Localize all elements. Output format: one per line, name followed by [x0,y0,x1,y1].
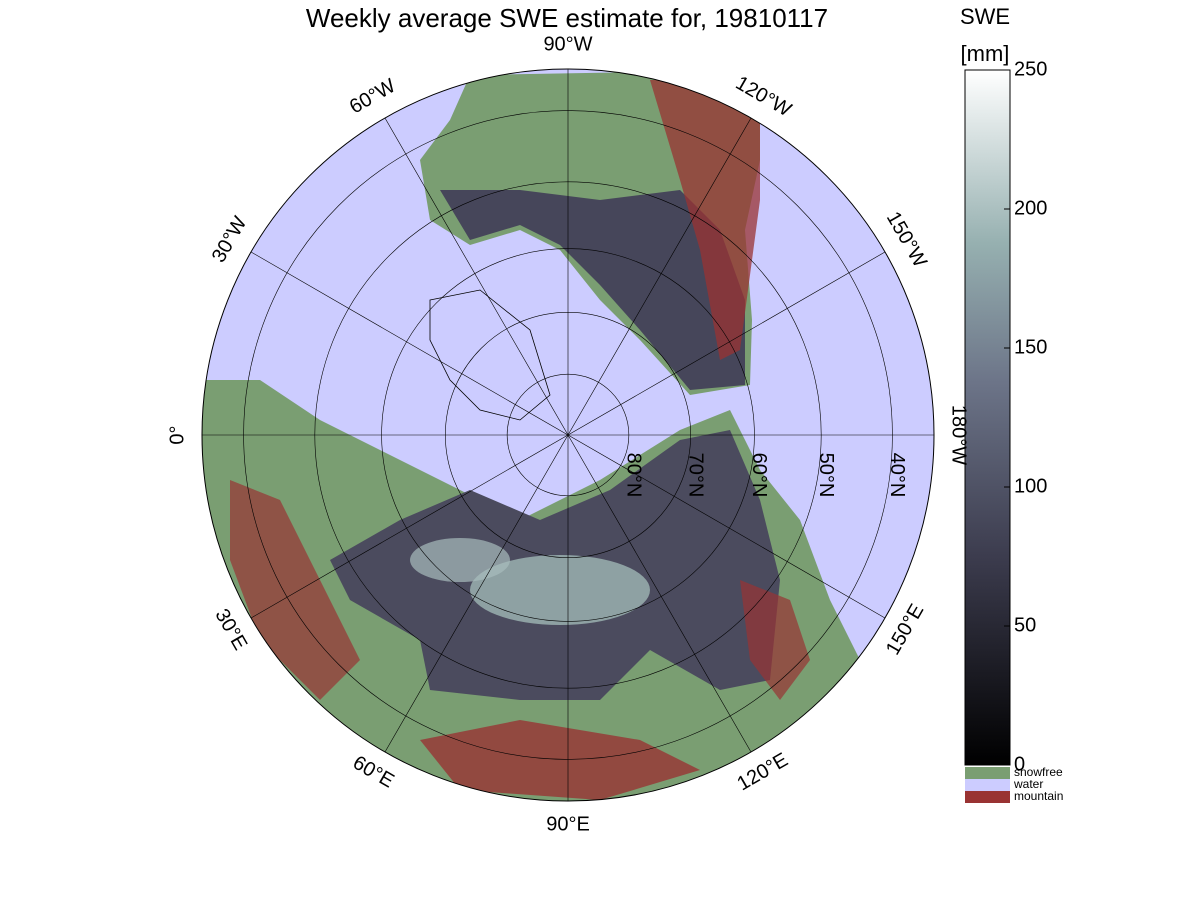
meridian-label: 60°W [346,75,400,119]
greenland [429,289,551,421]
colorbar-tick-label: 0 [1014,753,1025,775]
meridian-label: 90°W [543,33,592,55]
parallel [243,110,893,760]
parallel-label: 60°N [748,453,770,498]
mountain-europe [230,480,360,700]
meridian-label: 30°E [210,605,251,654]
meridian-label: 0° [166,425,188,444]
meridian-label: 90°E [546,813,590,835]
parallel [314,181,822,689]
parallel-label: 40°N [886,453,908,498]
snow-north-america [440,190,745,390]
parallel-label: 50°N [815,453,837,498]
colorbar-tick-label: 250 [1014,58,1047,80]
legend-swatch [965,791,1010,803]
meridian-label: 60°E [349,752,398,793]
snow-deep [470,555,650,625]
colorbar-tick-label: 100 [1014,475,1047,497]
meridian-label: 30°W [208,213,252,267]
colorbar-tick-label: 50 [1014,614,1036,636]
colorbar-tick-label: 150 [1014,336,1047,358]
colorbar [964,69,1011,766]
meridian-label: 180°W [948,405,970,465]
mountain-east-asia [740,580,810,700]
legend-label: snowfree [1014,765,1063,779]
map-area [202,69,934,801]
graticule [202,69,934,801]
map-frame [201,68,935,802]
snow-deep [410,538,510,582]
parallel-label: 80°N [623,453,645,498]
colorbar-tick-label: 200 [1014,197,1047,219]
legend-label: water [1013,777,1043,791]
map-title: Weekly average SWE estimate for, 1981011… [306,3,828,33]
parallel [381,248,755,622]
colorbar-unit: [mm] [961,41,1010,66]
legend-label: mountain [1014,789,1063,803]
legend-swatch [965,779,1010,791]
legend-swatch [965,767,1010,779]
colorbar-title: SWE [960,4,1010,29]
mountain-asia [420,720,700,800]
parallel [506,373,630,497]
parallel-label: 70°N [684,453,706,498]
parallel [445,312,691,558]
